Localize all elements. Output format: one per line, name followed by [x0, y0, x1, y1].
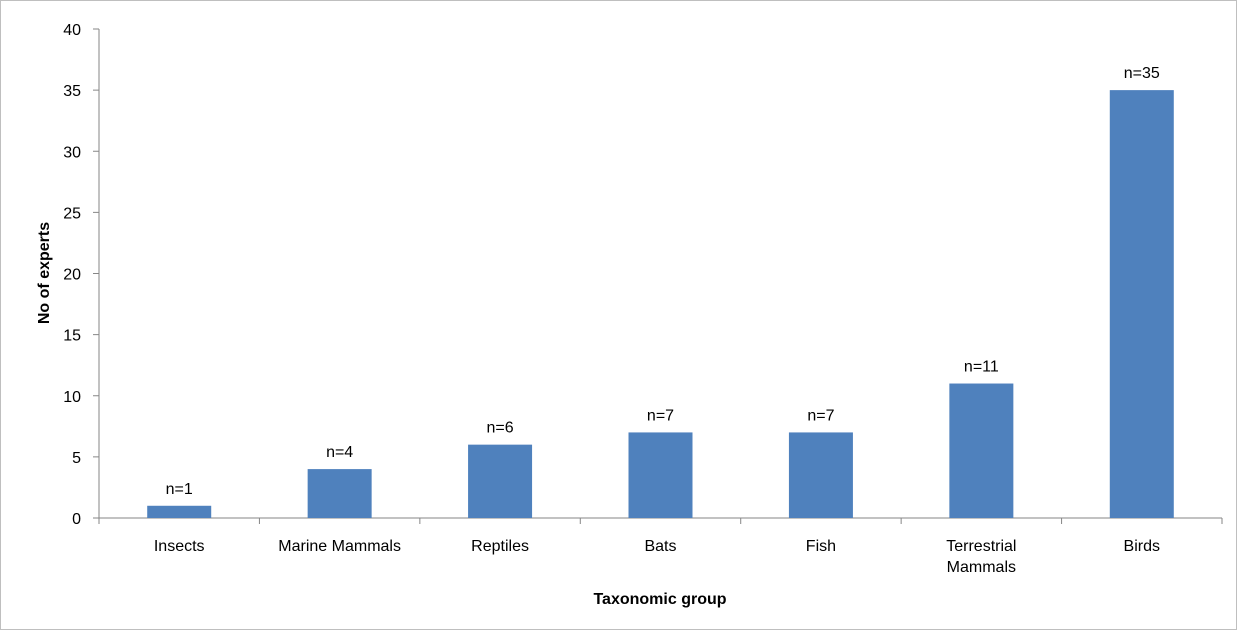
y-tick-label: 40: [63, 22, 81, 39]
x-axis-title: Taxonomic group: [593, 591, 726, 608]
x-tick-label: Marine Mammals: [278, 538, 401, 555]
y-tick-label: 5: [72, 450, 81, 467]
data-label: n=6: [487, 420, 514, 437]
bar-reptiles: [468, 444, 533, 518]
x-tick-label: Terrestrial Mammals: [946, 538, 1016, 576]
x-tick-label: Birds: [1124, 538, 1160, 555]
data-label: n=11: [964, 359, 999, 376]
bars: [147, 90, 1174, 518]
x-tick-label: Bats: [644, 538, 676, 555]
bar-birds: [1109, 90, 1174, 518]
axes: 0 5 10 15 20 25 30 35 40: [63, 22, 1223, 528]
y-tick-label: 25: [63, 205, 81, 222]
bar-marine-mammals: [307, 469, 372, 518]
bar-insects: [147, 505, 212, 518]
y-tick-label: 35: [63, 83, 81, 100]
data-label: n=1: [166, 481, 193, 498]
data-label: n=35: [1124, 65, 1160, 82]
y-axis-title: No of experts: [36, 222, 53, 324]
x-tick-label: Reptiles: [471, 538, 529, 555]
y-tick-label: 20: [63, 267, 81, 284]
y-tick-label: 15: [63, 328, 81, 345]
bar-fish: [788, 432, 853, 518]
bar-terrestrial-mammals: [949, 383, 1014, 518]
y-tick-label: 30: [63, 144, 81, 161]
data-label: n=7: [807, 407, 834, 424]
data-label: n=4: [326, 444, 353, 461]
y-tick-label: 10: [63, 389, 81, 406]
data-label: n=7: [647, 407, 674, 424]
y-tick-label: 0: [72, 511, 81, 528]
x-tick-label: Fish: [806, 538, 836, 555]
bar-bats: [628, 432, 693, 518]
labels: n=1 Insects n=4 Marine Mammals n=6 Reptiles n=…: [154, 65, 1160, 576]
x-tick-label: Insects: [154, 538, 205, 555]
